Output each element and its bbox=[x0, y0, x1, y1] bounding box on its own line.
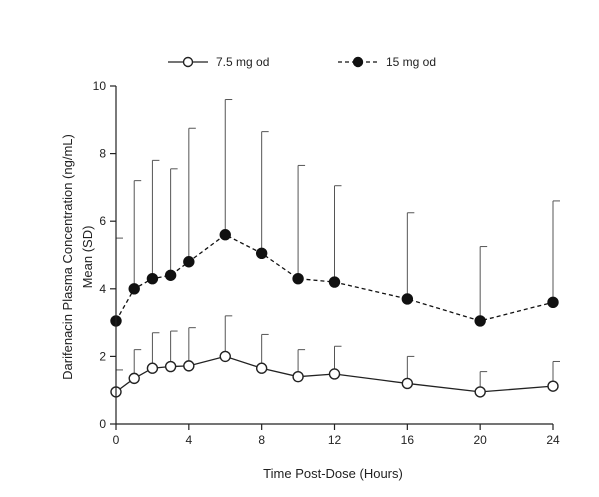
point-s1-8 bbox=[328, 276, 341, 288]
y-tick-label-2: 2 bbox=[99, 349, 106, 363]
point-s1-4 bbox=[183, 256, 195, 268]
point-s0-8 bbox=[328, 368, 341, 380]
x-tick-label-16: 16 bbox=[401, 433, 415, 447]
x-tick-label-12: 12 bbox=[328, 433, 342, 447]
point-s1-11 bbox=[547, 296, 559, 309]
error-bars-layer bbox=[115, 99, 560, 392]
x-tick-label-20: 20 bbox=[473, 433, 487, 447]
point-s0-2 bbox=[146, 362, 159, 374]
legend-label-0: 7.5 mg od bbox=[216, 55, 269, 69]
point-s0-3 bbox=[164, 360, 177, 373]
point-s0-5 bbox=[219, 350, 231, 363]
y-tick-label-10: 10 bbox=[93, 79, 107, 93]
x-axis-title: Time Post-Dose (Hours) bbox=[263, 466, 403, 481]
point-s0-10 bbox=[474, 386, 486, 398]
point-s1-2 bbox=[146, 272, 159, 285]
point-s1-5 bbox=[219, 229, 231, 241]
y-axis-title-line1: Darifenacin Plasma Concentration (ng/mL) bbox=[60, 134, 75, 380]
x-tick-label-8: 8 bbox=[258, 433, 265, 447]
y-axis-title-line2: Mean (SD) bbox=[80, 226, 95, 289]
point-s0-6 bbox=[255, 362, 268, 374]
point-s0-7 bbox=[292, 370, 304, 383]
point-s1-9 bbox=[401, 293, 414, 305]
legend-label-1: 15 mg od bbox=[386, 55, 436, 69]
point-s1-3 bbox=[164, 269, 177, 281]
legend: 7.5 mg od 15 mg od bbox=[168, 55, 436, 69]
point-s1-6 bbox=[255, 247, 268, 260]
legend-marker-0 bbox=[182, 56, 194, 68]
markers-layer bbox=[110, 229, 559, 398]
point-s1-7 bbox=[292, 272, 304, 285]
x-tick-label-4: 4 bbox=[185, 433, 192, 447]
point-s1-10 bbox=[474, 315, 486, 327]
legend-marker-1 bbox=[352, 56, 364, 68]
series-line-1 bbox=[115, 233, 554, 322]
point-s1-1 bbox=[128, 283, 140, 295]
y-tick-label-6: 6 bbox=[99, 214, 106, 228]
y-tick-label-0: 0 bbox=[99, 417, 106, 431]
x-tick-label-0: 0 bbox=[113, 433, 120, 447]
point-s0-11 bbox=[547, 380, 559, 392]
point-s0-1 bbox=[128, 372, 140, 385]
y-tick-label-8: 8 bbox=[99, 147, 106, 161]
x-tick-label-24: 24 bbox=[546, 433, 560, 447]
point-s0-9 bbox=[401, 377, 414, 390]
point-s0-4 bbox=[183, 360, 195, 372]
y-tick-label-4: 4 bbox=[99, 282, 106, 296]
